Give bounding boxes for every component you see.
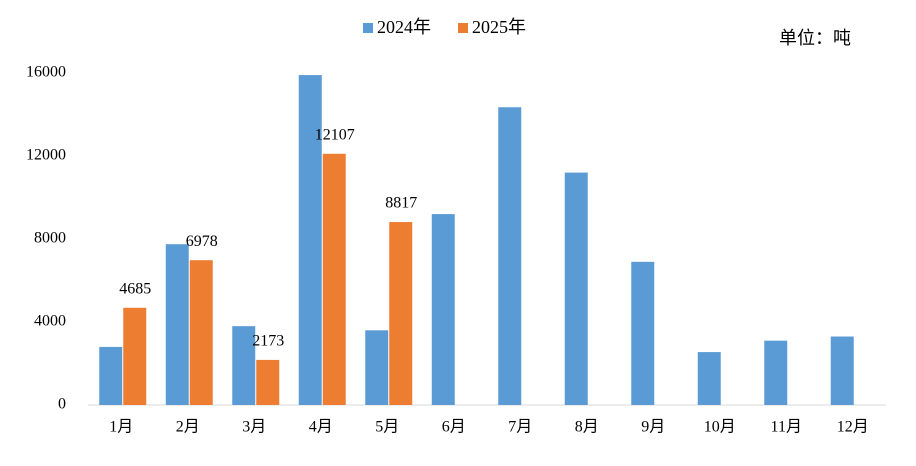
y-tick-label: 8000 [34,230,66,247]
bar [298,75,322,405]
bar [389,222,413,405]
data-label: 12107 [315,126,355,143]
x-tick-label: 11月 [771,419,802,436]
data-label: 4685 [119,280,151,297]
x-tick-label: 6月 [442,419,466,436]
unit-note: 单位：吨 [779,28,851,48]
x-tick-label: 10月 [704,419,736,436]
data-label: 2173 [252,333,284,350]
x-tick-label: 3月 [242,419,266,436]
bar [189,260,213,405]
bar [99,346,123,405]
bar [365,330,389,405]
y-tick-label: 4000 [34,313,66,330]
bar [631,261,655,405]
y-tick-label: 12000 [26,147,66,164]
data-label: 6978 [186,233,218,250]
legend-label: 2025年 [472,17,526,37]
bar [256,359,280,405]
x-tick-label: 4月 [309,419,333,436]
legend-label: 2024年 [377,17,431,37]
bar [764,340,788,405]
x-tick-label: 7月 [508,419,532,436]
bar [498,107,522,406]
bar [697,352,721,405]
legend-swatch [363,23,373,33]
y-tick-label: 16000 [26,64,66,81]
bar [322,153,346,405]
legend-swatch [458,23,468,33]
bar [830,336,854,405]
y-tick-label: 0 [58,396,66,413]
bar [232,326,256,405]
bar [165,244,189,405]
x-tick-label: 12月 [837,419,869,436]
bar [431,214,455,405]
x-tick-label: 9月 [641,419,665,436]
data-label: 8817 [385,195,417,212]
bar [123,307,147,405]
x-tick-label: 1月 [109,419,133,436]
x-tick-label: 8月 [575,419,599,436]
x-tick-label: 2月 [176,419,200,436]
x-tick-label: 5月 [375,419,399,436]
bar [564,172,588,405]
